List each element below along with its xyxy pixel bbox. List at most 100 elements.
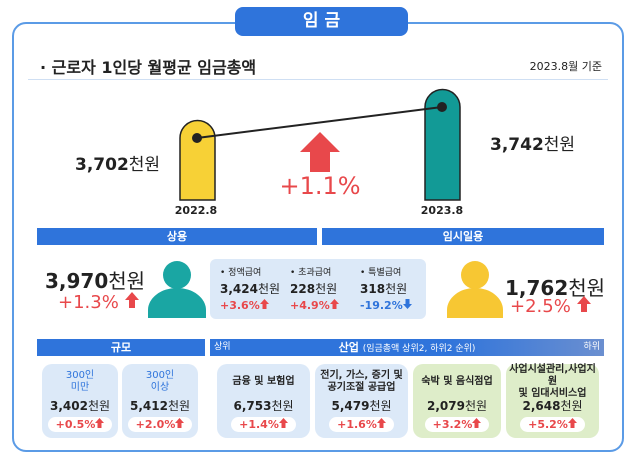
regular-person-icon: [148, 261, 206, 318]
after-label: 2023.8: [420, 204, 464, 217]
value: 228: [290, 282, 316, 296]
breakdown-item: • 정액급여 3,424천원 +3.6%: [220, 265, 290, 312]
item-change: -19.2%: [360, 299, 430, 312]
top-label: 상위: [214, 342, 231, 352]
value: 318: [360, 282, 386, 296]
change: +0.5%: [55, 418, 96, 431]
card-change-row: +1.6%: [315, 414, 408, 432]
unit: 천원: [257, 282, 281, 296]
up-icon: [576, 296, 591, 312]
item-value: 318천원: [360, 280, 430, 297]
card-change-row: +2.0%: [122, 414, 198, 432]
up-arrow: [300, 132, 340, 172]
regular-heading: 상용: [37, 228, 317, 245]
card: 전기, 가스, 증기 및 공기조절 공급업 5,479천원 +1.6%: [315, 364, 408, 438]
card-change: +1.4%: [231, 417, 296, 432]
item-value: 3,424천원: [220, 280, 290, 297]
value: 2,648: [522, 399, 561, 413]
card-change: +2.0%: [127, 417, 193, 432]
card-change: +1.6%: [329, 417, 394, 432]
card-change: +3.2%: [424, 417, 490, 432]
item-name: • 특별급여: [360, 268, 402, 278]
temporary-change: +2.5%: [510, 296, 591, 317]
title-bar: · 근로자 1인당 월평균 임금총액 2023.8월 기준: [28, 52, 608, 80]
regular-breakdown: • 정액급여 3,424천원 +3.6% • 초과급여 228천원 +4.9% • 특별급여…: [210, 259, 426, 319]
change: +1.1%: [279, 172, 361, 200]
before-label: 2022.8: [174, 204, 218, 217]
up-icon: [329, 299, 339, 309]
card: 사업시설관리,사업지원 및 임대서비스업 2,648천원 +5.2%: [506, 364, 599, 438]
card: 300인 이상 5,412천원 +2.0%: [122, 364, 198, 438]
unit: 천원: [87, 399, 111, 413]
change: +4.9%: [290, 299, 330, 312]
change: +1.6%: [337, 418, 377, 431]
value: 1,762: [505, 276, 569, 300]
card-change: +5.2%: [520, 417, 585, 432]
change: +5.2%: [528, 418, 568, 431]
card-change-row: +0.5%: [42, 414, 118, 432]
unit: 천원: [568, 276, 606, 300]
card-label: 금융 및 보험업: [232, 376, 295, 387]
unit: 천원: [128, 155, 161, 175]
regular-value: 3,970천원: [45, 265, 145, 294]
card-change-row: +3.2%: [413, 414, 501, 432]
item-value: 228천원: [290, 280, 360, 297]
tab: 임 금: [235, 7, 408, 36]
bar-2023: [424, 88, 461, 201]
value: 6,753: [233, 399, 272, 413]
value: 2,079: [426, 399, 465, 413]
trend-line: [196, 106, 443, 139]
up-icon: [175, 418, 185, 428]
unit: 천원: [108, 269, 146, 293]
value: 3,424: [220, 282, 258, 296]
value: 3,402: [49, 399, 88, 413]
unit: 천원: [543, 135, 576, 155]
breakdown-item: • 초과급여 228천원 +4.9%: [290, 265, 360, 312]
regular-change: +1.3%: [58, 292, 139, 313]
value: 3,742: [490, 135, 544, 155]
card-label: 300인 이상: [145, 370, 175, 393]
card: 숙박 및 음식점업 2,079천원 +3.2%: [413, 364, 501, 438]
change: +1.4%: [239, 418, 279, 431]
bar-2022: [179, 119, 216, 201]
dot: [192, 133, 202, 143]
up-icon: [376, 418, 386, 428]
unit: 천원: [369, 399, 392, 413]
bottom-label: 하위: [583, 342, 600, 352]
card-value: 5,479천원: [315, 397, 408, 414]
up-icon: [124, 292, 139, 308]
card: 금융 및 보험업 6,753천원 +1.4%: [217, 364, 310, 438]
card-label: 전기, 가스, 증기 및 공기조절 공급업: [320, 370, 403, 393]
item-name-text: 특별급여: [368, 268, 402, 278]
up-icon: [567, 418, 577, 428]
unit: 천원: [385, 282, 408, 296]
breakdown-item: • 특별급여 318천원 -19.2%: [360, 265, 430, 312]
temporary-heading: 임시일용: [322, 228, 604, 245]
industry-bar: 상위 산업 (임금총액 상위2, 하위2 순위) 하위: [210, 339, 604, 356]
item-name-text: 초과급여: [298, 268, 332, 278]
industry-note: (임금총액 상위2, 하위2 순위): [362, 344, 476, 354]
dot: [437, 102, 447, 112]
value: 3,702: [75, 155, 129, 175]
unit: 천원: [315, 282, 338, 296]
card-label: 숙박 및 음식점업: [421, 376, 493, 387]
up-icon: [95, 418, 105, 428]
card-label: 사업시설관리,사업지원 및 임대서비스업: [509, 364, 596, 399]
unit: 천원: [464, 399, 488, 413]
card-value: 6,753천원: [217, 397, 310, 414]
up-icon: [472, 418, 482, 428]
card-value: 2,648천원: [506, 397, 599, 414]
size-heading: 규모: [37, 339, 205, 356]
change: -19.2%: [360, 299, 403, 312]
change: +3.6%: [220, 299, 260, 312]
value: 5,412: [129, 399, 168, 413]
item-name: • 초과급여: [290, 268, 332, 278]
card: 300인 미만 3,402천원 +0.5%: [42, 364, 118, 438]
temporary-person-icon: [447, 261, 503, 318]
title-text: 근로자 1인당 월평균 임금총액: [51, 58, 257, 77]
item-change: +4.9%: [290, 299, 360, 312]
value: 3,970: [45, 269, 109, 293]
change: +3.2%: [432, 418, 473, 431]
